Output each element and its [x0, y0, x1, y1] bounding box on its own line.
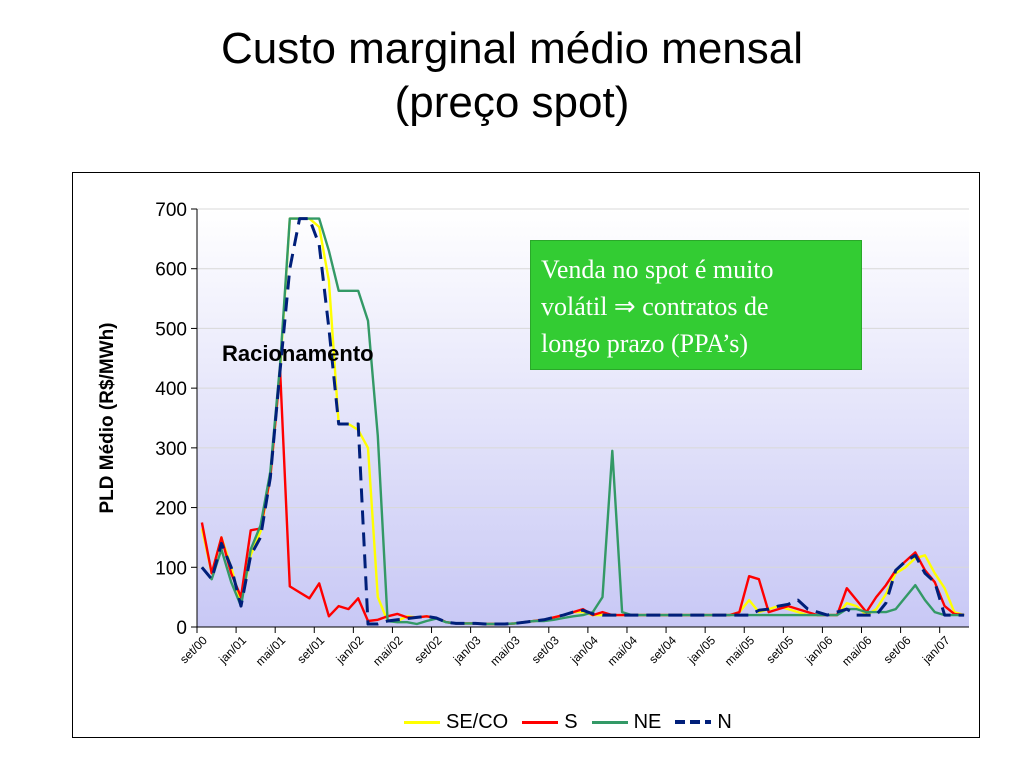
x-tick-label: set/06 — [881, 633, 914, 666]
legend-swatch — [675, 720, 712, 724]
legend-swatch — [522, 720, 559, 724]
series-line-n — [200, 217, 965, 626]
y-tick-label: 300 — [155, 439, 187, 460]
y-axis-label: PLD Médio (R$/MWh) — [97, 322, 118, 513]
callout-line2: volátil ⇒ contratos de — [541, 292, 769, 321]
x-tick-label: jan/06 — [802, 633, 836, 667]
x-tick-label: set/04 — [646, 633, 679, 666]
legend-swatch — [404, 720, 440, 724]
y-tick-label: 700 — [155, 200, 187, 221]
legend-label: NE — [633, 710, 662, 733]
x-tick-label: jan/03 — [450, 633, 484, 667]
legend-item: SE/CO — [404, 711, 508, 734]
x-tick-label: set/01 — [294, 633, 327, 666]
y-tick-label: 400 — [155, 379, 187, 400]
callout-line3: longo prazo (PPA’s) — [541, 329, 749, 358]
legend-item: N — [675, 710, 732, 734]
y-tick-label: 200 — [155, 499, 187, 520]
x-tick-label: set/05 — [763, 633, 796, 666]
x-tick-label: set/03 — [529, 633, 562, 666]
x-tick-label: jan/07 — [919, 633, 953, 667]
x-tick-label: jan/01 — [215, 633, 249, 667]
legend-item: NE — [591, 710, 662, 734]
legend-label: SE/CO — [446, 710, 509, 733]
y-tick-label: 600 — [155, 260, 187, 281]
rationing-annotation: Racionamento — [222, 341, 374, 366]
series-line-ne — [200, 217, 965, 626]
x-tick-label: jan/04 — [567, 633, 601, 667]
y-tick-label: 100 — [155, 558, 187, 579]
legend-label: N — [717, 710, 732, 733]
callout-box: Venda no spot é muito volátil ⇒ contrato… — [530, 240, 862, 370]
x-tick-label: mai/01 — [253, 633, 289, 669]
x-tick-label: jan/05 — [684, 633, 718, 667]
legend-swatch — [591, 720, 628, 724]
callout-line1: Venda no spot é muito — [541, 255, 774, 284]
x-tick-label: jan/02 — [333, 633, 367, 667]
x-tick-label: mai/06 — [839, 633, 875, 669]
legend-label: S — [564, 710, 578, 733]
legend-item: S — [522, 710, 578, 734]
x-tick-label: mai/05 — [722, 633, 758, 669]
slide-title-line1: Custo marginal médio mensal — [220, 24, 804, 73]
slide-title-line2: (preço spot) — [394, 78, 630, 127]
x-tick-label: mai/02 — [370, 633, 406, 669]
y-tick-label: 500 — [155, 319, 187, 340]
x-tick-label: mai/03 — [487, 633, 523, 669]
y-tick-label: 0 — [176, 618, 187, 639]
x-tick-label: set/02 — [412, 633, 445, 666]
x-tick-label: mai/04 — [605, 633, 641, 669]
chart-legend: SE/CO S NE N — [404, 708, 732, 736]
slide-title: Custo marginal médio mensal (preço spot) — [0, 22, 1024, 130]
